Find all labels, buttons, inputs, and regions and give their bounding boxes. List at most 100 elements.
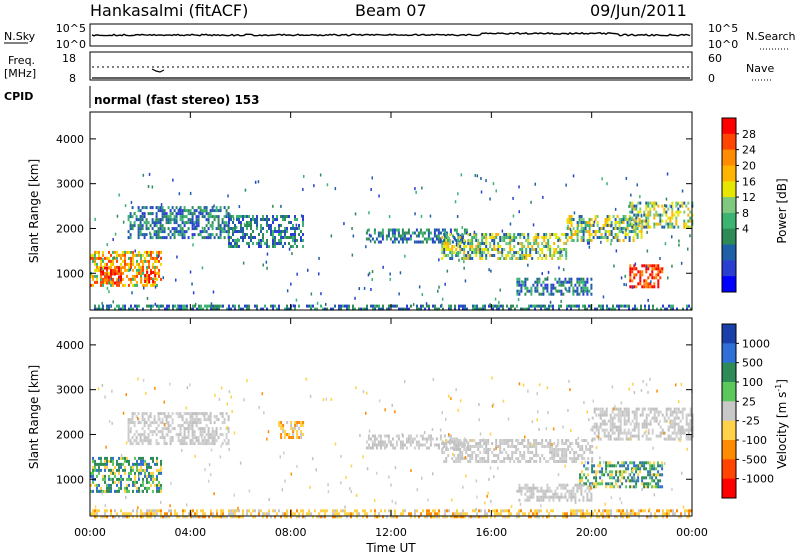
power-cell	[145, 221, 148, 225]
power-scatter-cell	[593, 220, 596, 224]
power-cell	[497, 251, 500, 254]
power-scatter-cell	[614, 207, 617, 211]
velocity-cell	[611, 407, 614, 411]
power-cell	[541, 257, 544, 260]
velocity-cell	[617, 485, 620, 489]
velocity-cell	[617, 476, 620, 480]
power-cell	[685, 225, 688, 229]
power-cell	[541, 248, 544, 251]
velocity-cell	[487, 454, 490, 457]
velocity-cell	[298, 436, 301, 439]
velocity-cell	[511, 445, 514, 448]
velocity-cell	[605, 413, 608, 417]
velocity-cell	[585, 445, 588, 448]
power-cell	[147, 212, 150, 216]
power-cell	[246, 242, 248, 245]
velocity-cell	[130, 471, 132, 475]
velocity-cell	[171, 427, 174, 431]
velocity-cell	[689, 413, 692, 417]
power-cell	[230, 242, 232, 245]
power-cell	[132, 274, 134, 278]
velocity-cell	[568, 489, 571, 493]
power-cell	[184, 307, 186, 311]
power-cell	[278, 230, 280, 233]
velocity-cell	[395, 440, 398, 444]
velocity-cell	[478, 509, 480, 513]
velocity-cell	[643, 467, 646, 471]
velocity-scatter-cell	[385, 445, 388, 449]
power-cell	[205, 236, 208, 240]
power-cell	[400, 307, 402, 311]
power-cell	[558, 280, 561, 284]
velocity-cell	[625, 467, 628, 471]
velocity-scatter-cell	[373, 499, 376, 503]
power-cell	[631, 267, 634, 271]
power-cell	[475, 239, 478, 242]
velocity-cell	[667, 425, 670, 429]
velocity-cell	[367, 434, 370, 438]
velocity-cell	[342, 509, 344, 513]
power-cell	[203, 206, 206, 210]
power-cell	[496, 307, 498, 311]
power-scatter-cell	[572, 174, 575, 178]
velocity-cell	[334, 515, 336, 519]
velocity-cell	[637, 479, 640, 483]
power-cell	[183, 215, 186, 219]
power-cell	[628, 215, 631, 218]
noise-right-tick-top: 10^5	[708, 22, 738, 35]
power-cell	[156, 283, 158, 287]
velocity-cell	[441, 442, 444, 445]
power-cell	[570, 218, 573, 221]
velocity-cell	[639, 413, 642, 417]
power-scatter-cell	[160, 203, 163, 207]
power-cell	[671, 222, 674, 226]
velocity-scatter-cell	[551, 450, 553, 454]
power-cell	[124, 307, 126, 311]
velocity-cell	[528, 515, 530, 519]
velocity-cell	[196, 515, 198, 519]
velocity-cell	[149, 415, 152, 419]
velocity-scatter-cell	[649, 377, 651, 381]
power-cell	[529, 248, 532, 251]
power-cell	[201, 212, 204, 216]
power-cell	[673, 225, 676, 229]
power-cell	[578, 283, 581, 287]
velocity-cell	[226, 515, 228, 519]
power-cell	[634, 307, 636, 311]
velocity-cell	[203, 442, 206, 446]
velocity-cell	[375, 446, 378, 450]
power-cell	[481, 233, 484, 236]
power-scatter-cell	[254, 180, 257, 184]
velocity-cell	[624, 512, 626, 516]
velocity-cell	[533, 439, 536, 442]
velocity-cell	[391, 437, 394, 441]
power-scatter-cell	[558, 266, 560, 270]
velocity-cell	[390, 515, 392, 519]
power-cell	[102, 253, 104, 257]
power-cell	[647, 201, 650, 205]
power-cell	[248, 224, 250, 227]
power-cell	[499, 239, 502, 242]
velocity-scatter-cell	[488, 477, 490, 481]
velocity-cell	[139, 421, 142, 425]
velocity-cell	[429, 443, 432, 447]
velocity-cell	[557, 451, 560, 454]
velocity-cell	[452, 515, 454, 519]
velocity-cell	[384, 509, 386, 513]
velocity-cell	[656, 515, 658, 519]
velocity-cell	[617, 428, 620, 432]
velocity-cell	[236, 509, 238, 513]
velocity-cell	[593, 431, 596, 435]
velocity-cell	[338, 512, 340, 516]
power-cell	[150, 256, 152, 260]
power-cell	[179, 227, 182, 231]
velocity-cell	[667, 434, 670, 438]
velocity-cell	[665, 413, 668, 417]
velocity-cell	[497, 457, 500, 460]
velocity-colorbar-tick-label: 25	[742, 395, 756, 408]
power-cell	[441, 257, 444, 260]
power-scatter-cell	[210, 224, 212, 228]
velocity-cell	[106, 483, 108, 487]
power-cell	[565, 233, 568, 236]
velocity-cell	[112, 515, 114, 519]
